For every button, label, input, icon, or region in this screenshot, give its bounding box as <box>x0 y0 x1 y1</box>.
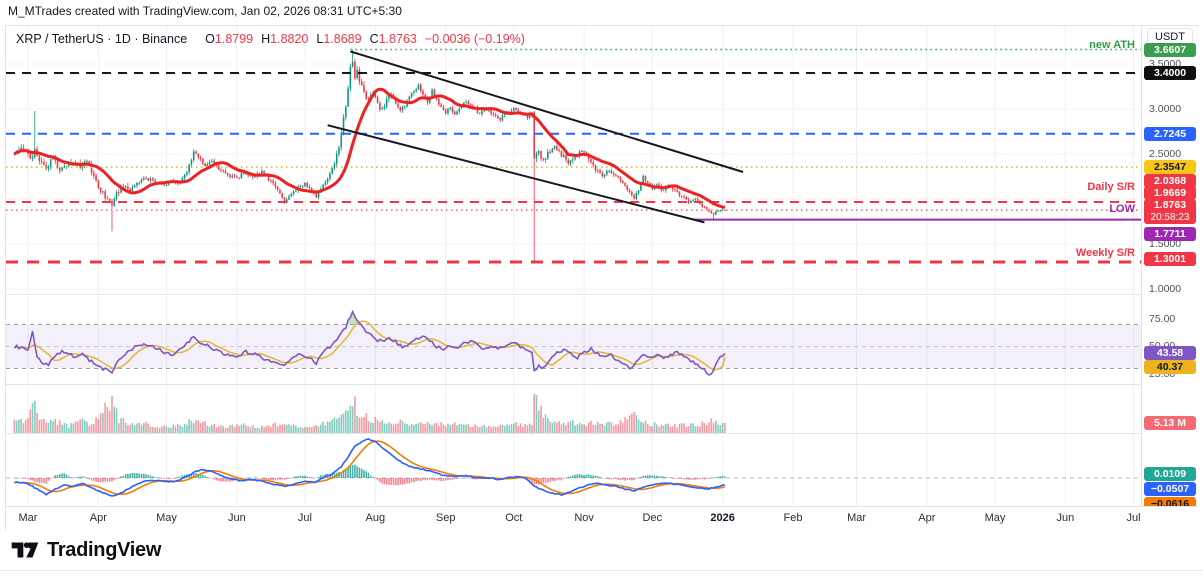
line-label-daily-s-r: Daily S/R <box>1087 181 1135 193</box>
price-axis[interactable]: USDT 3.5000 3.0000 2.5000 1.5000 1.0000 75.00… <box>1141 26 1199 506</box>
time-label-Dec[interactable]: Dec <box>642 512 663 524</box>
rsi-ma-line <box>13 320 726 371</box>
change-value: −0.0036 (−0.19%) <box>424 32 525 46</box>
countdown-timer: 20:58:23 <box>1150 212 1190 223</box>
macd-signal-line <box>14 440 726 496</box>
axis-badge-1.8763: 1.8763 20:58:23 <box>1144 199 1196 224</box>
axis-badge-0.0507: −0.0507 <box>1144 482 1196 496</box>
time-label-May[interactable]: May <box>984 512 1006 524</box>
bottom-divider <box>0 570 1203 571</box>
ohlc-value-O: 1.8799 <box>214 32 254 46</box>
time-label-Jun[interactable]: Jun <box>1056 512 1075 524</box>
tradingview-logo-text: TradingView <box>47 538 162 561</box>
ohlc-label-C: C <box>369 32 379 46</box>
panel-separators <box>6 294 1141 434</box>
ohlc-label-O: O <box>205 32 215 46</box>
ohlc-value-L: 1.8689 <box>323 32 362 46</box>
axis-badge-0.0616: −0.0616 <box>1144 497 1196 506</box>
time-label-Apr[interactable]: Apr <box>918 512 936 524</box>
chart-container[interactable]: XRP / TetherUS · 1D · Binance O1.8799 H1.8… <box>5 25 1199 531</box>
ohlc-value-H: 1.8820 <box>270 32 309 46</box>
axis-badge-40.37: 40.37 <box>1144 360 1196 374</box>
time-label-Mar[interactable]: Mar <box>847 512 867 524</box>
ohlc-label-H: H <box>261 32 271 46</box>
chart-canvas[interactable] <box>6 26 1141 506</box>
time-label-Aug[interactable]: Aug <box>365 512 386 524</box>
axis-badge-43.58: 43.58 <box>1144 346 1196 360</box>
axis-badge-3.6607: 3.6607 <box>1144 43 1196 57</box>
macd-panel <box>6 438 1141 497</box>
volume-panel <box>13 394 726 433</box>
axis-badge-0.0109: 0.0109 <box>1144 467 1196 481</box>
time-label-Sep[interactable]: Sep <box>435 512 456 524</box>
time-label-Nov[interactable]: Nov <box>574 512 594 524</box>
axis-badge-1.3001: 1.3001 <box>1144 252 1196 266</box>
axis-badge-2.3547: 2.3547 <box>1144 160 1196 174</box>
time-label-May[interactable]: May <box>156 512 177 524</box>
ohlc-values: O1.8799 H1.8820 L1.8689 C1.8763 <box>197 32 417 46</box>
candles <box>13 49 726 262</box>
axis-tick-1.5000: 1.5000 <box>1149 238 1182 250</box>
time-axis[interactable]: Mar Apr May Jun Jul Aug Sep Oct Nov Dec 2026 Feb Mar… <box>6 506 1198 531</box>
ohlc-label-L: L <box>316 32 324 46</box>
axis-badge-1.9669: 1.9669 <box>1144 186 1196 200</box>
axis-badge-1.7711: 1.7711 <box>1144 227 1196 241</box>
macd-line <box>14 438 725 497</box>
axis-badge-3.4000: 3.4000 <box>1144 66 1196 80</box>
time-label-Jun[interactable]: Jun <box>227 512 246 524</box>
axis-tick-2.5000: 2.5000 <box>1149 148 1182 160</box>
tradingview-logo[interactable]: TradingView <box>10 538 161 562</box>
time-label-Apr[interactable]: Apr <box>89 512 107 524</box>
line-label-low: LOW <box>1109 203 1135 215</box>
time-label-Jul[interactable]: Jul <box>1126 512 1141 524</box>
rsi-line <box>13 309 726 376</box>
axis-tick-75.00: 75.00 <box>1149 313 1176 325</box>
grid-lines <box>6 26 1141 506</box>
ma-line <box>13 87 726 209</box>
clipped-badge-wrap: −0.0616 <box>1144 497 1196 506</box>
time-label-Oct[interactable]: Oct <box>505 512 523 524</box>
attribution-text: M_MTrades created with TradingView.com, … <box>8 4 402 18</box>
line-label-weekly-s-r: Weekly S/R <box>1075 247 1135 259</box>
trend-channel <box>327 50 744 224</box>
time-label-Jul[interactable]: Jul <box>297 512 312 524</box>
sr-level-lines <box>6 48 1141 264</box>
axis-badge-5.13M: 5.13 M <box>1144 416 1196 430</box>
symbol-legend[interactable]: XRP / TetherUS · 1D · Binance O1.8799 H1.8… <box>16 32 525 46</box>
time-label-Feb[interactable]: Feb <box>783 512 803 524</box>
time-label-2026[interactable]: 2026 <box>710 512 735 524</box>
ma-overlay <box>13 87 726 209</box>
time-label-Mar[interactable]: Mar <box>18 512 38 524</box>
tradingview-logo-mark <box>11 542 39 558</box>
currency-toggle[interactable]: USDT <box>1147 28 1193 46</box>
axis-tick-1.0000: 1.0000 <box>1149 283 1182 295</box>
symbol-title[interactable]: XRP / TetherUS · 1D · Binance <box>16 32 188 46</box>
axis-badge-2.0368: 2.0368 <box>1144 174 1196 188</box>
axis-badge-2.7245: 2.7245 <box>1144 127 1196 141</box>
axis-tick-3.0000: 3.0000 <box>1149 103 1182 115</box>
line-label-new-ath: new ATH <box>1089 39 1135 51</box>
ohlc-value-C: 1.8763 <box>378 32 417 46</box>
rsi-panel <box>6 309 1141 376</box>
